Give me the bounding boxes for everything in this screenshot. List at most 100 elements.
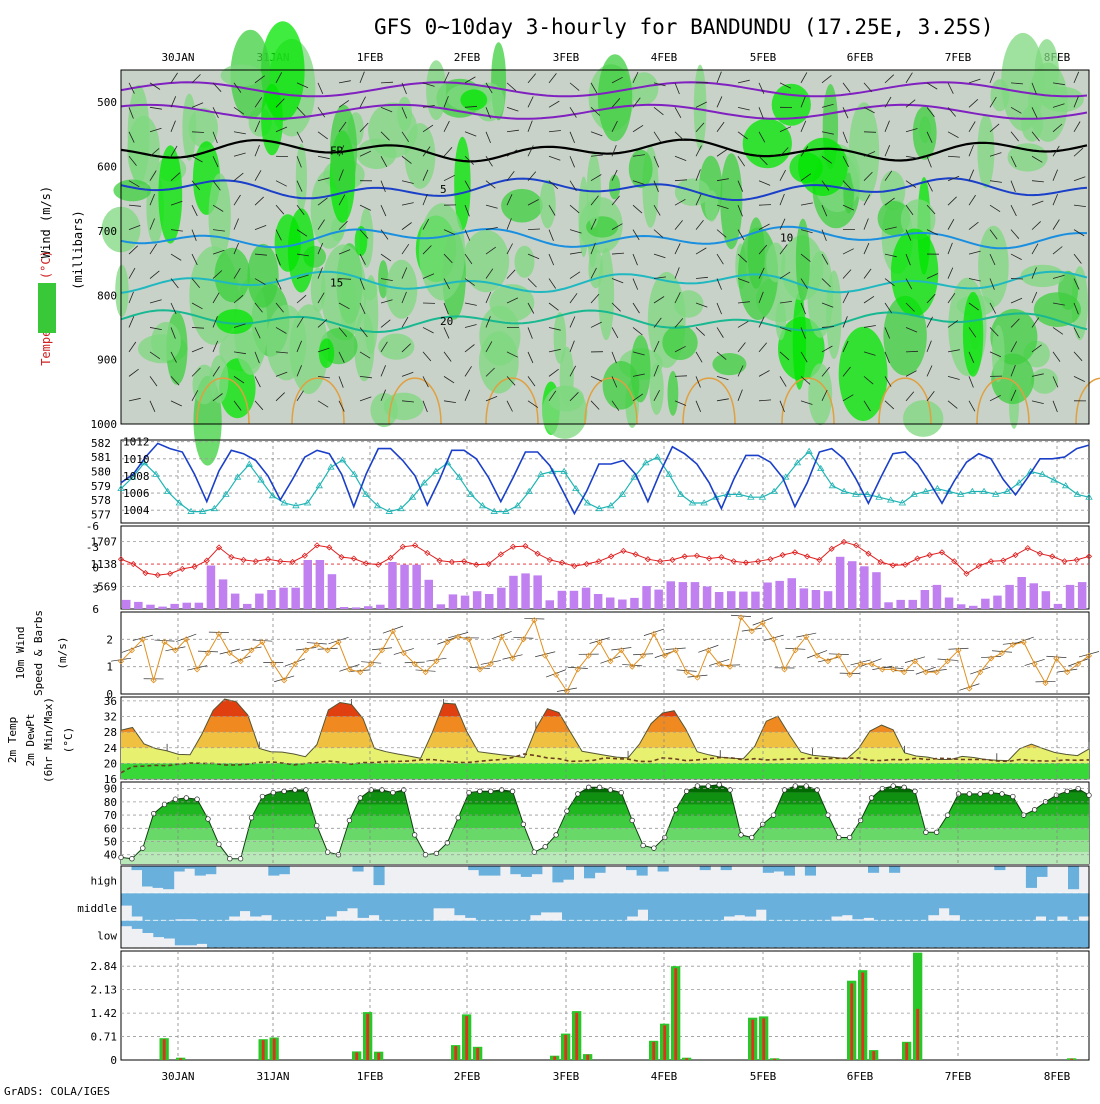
cloud-bar xyxy=(468,866,479,870)
rh-point xyxy=(217,842,222,847)
cape-bar xyxy=(691,582,700,609)
precip-convective-bar xyxy=(465,1016,468,1060)
rh-region xyxy=(694,65,707,151)
wind-barb-10m xyxy=(785,648,805,649)
rh-region xyxy=(793,293,806,390)
temp-ytick: 24 xyxy=(104,742,118,755)
cloud-bar xyxy=(756,921,767,948)
rh-point xyxy=(804,784,809,789)
rh-point xyxy=(489,789,494,794)
cloud-bar xyxy=(368,893,379,915)
cloud-bar xyxy=(1057,921,1068,948)
cloud-bar xyxy=(721,866,732,870)
cloud-bar xyxy=(820,893,831,920)
date-label-bottom: 8FEB xyxy=(1044,1070,1071,1083)
cloud-bar xyxy=(541,921,552,948)
cape-bar xyxy=(473,591,482,609)
cloud-bar xyxy=(163,866,174,889)
rh-region xyxy=(426,60,446,120)
cape-bar xyxy=(848,561,857,609)
date-label-top: 5FEB xyxy=(750,51,777,64)
cloud-bar xyxy=(207,921,218,948)
date-label-top: 3FEB xyxy=(553,51,580,64)
cloud-bar xyxy=(605,921,616,948)
cape-bar xyxy=(824,591,833,609)
rh-point xyxy=(619,790,624,795)
date-label-top: 6FEB xyxy=(847,51,874,64)
cloud-bar xyxy=(551,893,562,912)
cloud-bar xyxy=(282,893,293,920)
cloud-bar xyxy=(1003,921,1014,948)
cloud-bar xyxy=(510,866,521,874)
rh-point xyxy=(1087,793,1092,798)
rh-region xyxy=(115,265,128,317)
rh-point xyxy=(652,846,657,851)
cloud-bar xyxy=(971,921,982,948)
cloud-bar xyxy=(552,866,563,882)
cloud-bar xyxy=(842,921,853,948)
slp-ytick: 1004 xyxy=(123,504,150,517)
cloud-bar xyxy=(713,893,724,920)
cloud-bar xyxy=(519,921,530,948)
cape-ytick: 1707 xyxy=(91,536,118,549)
temp-label: 2m Temp xyxy=(6,717,19,763)
wind-barb-10m xyxy=(916,667,936,674)
cloud-bar xyxy=(508,921,519,948)
cloud-bar xyxy=(906,893,917,920)
rh-point xyxy=(521,822,526,827)
cloud-bar xyxy=(153,893,164,920)
cloud-bar xyxy=(551,921,562,948)
cloud-bar xyxy=(981,893,992,920)
wind-ytick: 1 xyxy=(106,661,113,674)
cloud-bar xyxy=(889,866,900,873)
cloud-bar xyxy=(734,921,745,948)
cloud-bar xyxy=(379,893,390,920)
temp-band xyxy=(121,697,1089,717)
rh-point xyxy=(967,792,972,797)
cape-bar xyxy=(921,590,930,609)
wind-barb xyxy=(675,376,687,377)
cloud-bar xyxy=(174,866,185,872)
cape-bar xyxy=(243,604,252,609)
rh-point xyxy=(934,830,939,835)
cloud-bar xyxy=(594,893,605,920)
cloud-bar xyxy=(763,866,774,873)
cape-bar xyxy=(412,565,421,609)
wind-barb-10m xyxy=(155,640,175,641)
precip-ytick: 1.42 xyxy=(91,1007,118,1020)
cloud-bar xyxy=(250,921,261,948)
rh-point xyxy=(576,792,581,797)
cape-bar xyxy=(860,566,869,609)
cloud-bar xyxy=(279,866,290,874)
rh-region xyxy=(554,312,567,364)
cloud-bar xyxy=(805,866,816,876)
wind-barb-10m xyxy=(405,662,425,663)
cape-bar xyxy=(739,592,748,609)
ylabel-wind: Wind (m/s) xyxy=(39,186,53,258)
cape-bar xyxy=(775,581,784,609)
wind-barb-10m xyxy=(285,659,305,666)
cloud-bar xyxy=(132,866,143,870)
rh-region xyxy=(991,79,1010,111)
wind-barb-10m xyxy=(829,654,849,655)
cloud-bar xyxy=(479,866,490,876)
cloud-bar xyxy=(132,893,143,916)
rh-point xyxy=(630,818,635,823)
cloud-bar xyxy=(981,921,992,948)
cloud-bar xyxy=(186,893,197,919)
cloud-bar xyxy=(175,921,186,946)
cloud-bar xyxy=(508,893,519,920)
rh-region xyxy=(668,371,679,416)
rh-point xyxy=(989,790,994,795)
cloud-bar xyxy=(626,866,637,870)
cape-bar xyxy=(1054,604,1063,609)
date-label-bottom: 2FEB xyxy=(454,1070,481,1083)
rh-region xyxy=(209,173,231,258)
cloud-bar xyxy=(885,893,896,920)
cloud-bar xyxy=(917,893,928,920)
cloud-bar xyxy=(433,921,444,948)
cape-bar xyxy=(195,603,204,609)
rh-point xyxy=(1065,789,1070,794)
cloud-bar xyxy=(874,921,885,948)
cloud-bar xyxy=(637,893,648,909)
